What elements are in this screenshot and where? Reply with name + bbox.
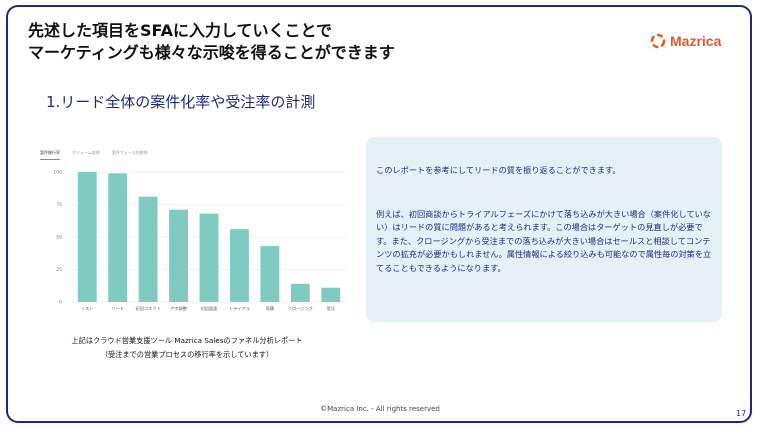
section-title: 1.リード全体の案件化率や受注率の計測 <box>46 93 316 111</box>
x-tick-label: リード <box>111 306 124 311</box>
bar-4[interactable] <box>169 209 188 302</box>
bar-7[interactable] <box>260 246 280 302</box>
funnel-chart-card: 案件移行率 ボリューム推移 案件フェーズ別推移 0 25 50 75 100 リスト リード… <box>32 150 352 322</box>
bar-5[interactable] <box>199 213 219 302</box>
info-box: このレポートを参考にしてリードの質を振り返ることができます。 例えば、初回商談か… <box>366 137 722 322</box>
chart-caption: 上記はクラウド営業支援ツール Mazrica Salesのファネル分析レポート … <box>32 334 342 362</box>
x-tick-label: 見積 <box>266 305 275 312</box>
slide-headline: 先述した項目をSFAに入力していくことで マーケティングも様々な示唆を得ることが… <box>28 20 508 64</box>
y-tick-label: 75 <box>56 202 62 208</box>
tab-conversion-rate[interactable]: 案件移行率 <box>40 150 60 160</box>
x-tick-label: リスト <box>81 306 94 311</box>
funnel-bar-chart: 0 25 50 75 100 リスト リード 初回コネクト アポ調整 初回面談 トライアル 見積 クロー… <box>53 170 346 312</box>
bar-8[interactable] <box>290 283 310 302</box>
x-tick-label: 初回コネクト <box>136 305 161 312</box>
report-tabs: 案件移行率 ボリューム推移 案件フェーズ別推移 <box>40 150 148 160</box>
mazrica-logo: Mazrica <box>650 31 721 51</box>
copyright-footer: ©Mazrica Inc. - All rights reserved <box>320 405 440 413</box>
y-tick-label: 50 <box>56 235 62 241</box>
info-paragraph-1: このレポートを参考にしてリードの質を振り返ることができます。 <box>376 165 621 175</box>
bar-3[interactable] <box>138 196 158 302</box>
tab-volume-trend[interactable]: ボリューム推移 <box>72 150 100 155</box>
caption-line-1: 上記はクラウド営業支援ツール Mazrica Salesのファネル分析レポート <box>71 336 303 345</box>
bar-2[interactable] <box>108 173 128 302</box>
x-tick-label: アポ調整 <box>170 305 188 312</box>
bar-1[interactable] <box>77 172 97 302</box>
mazrica-logo-icon <box>650 33 666 49</box>
y-tick-label: 100 <box>53 170 62 176</box>
bar-6[interactable] <box>230 229 249 302</box>
y-tick-label: 0 <box>59 300 62 306</box>
page-number: 17 <box>736 409 747 418</box>
headline-line-2: マーケティングも様々な示唆を得ることができます <box>28 43 395 62</box>
bar-9[interactable] <box>321 287 341 302</box>
logo-text: Mazrica <box>670 33 722 49</box>
caption-line-2: （受注までの営業プロセスの移行率を示しています） <box>100 350 274 359</box>
x-tick-label: クロージング <box>288 305 313 312</box>
x-tick-label: 受注 <box>327 305 336 312</box>
x-tick-label: トライアル <box>229 306 250 312</box>
y-tick-label: 25 <box>56 267 62 273</box>
info-paragraph-2: 例えば、初回商談からトライアルフェーズにかけて落ち込みが大きい場合（案件化してい… <box>376 209 712 273</box>
headline-line-1: 先述した項目をSFAに入力していくことで <box>28 21 333 40</box>
x-tick-label: 初回面談 <box>201 305 219 312</box>
tab-phase-trend[interactable]: 案件フェーズ別推移 <box>111 150 148 155</box>
